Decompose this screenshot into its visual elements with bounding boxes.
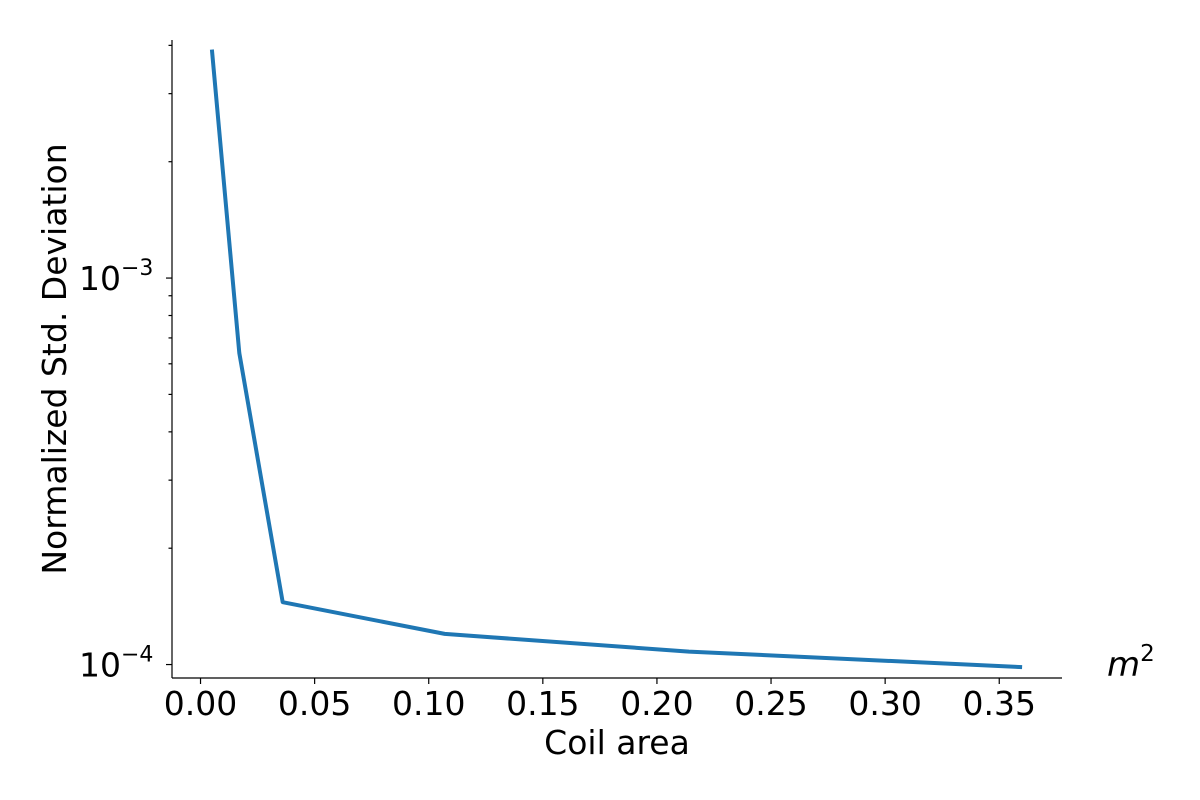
series-group <box>209 49 1023 670</box>
x-tick-label: 0.30 <box>848 684 921 723</box>
y-tick-exponent: −3 <box>121 256 153 281</box>
y-tick-base: 10 <box>79 646 121 685</box>
x-tick-label: 0.35 <box>963 684 1036 723</box>
y-tick-exponent: −4 <box>121 643 153 668</box>
x-unit-label: m2 <box>1107 641 1155 685</box>
y-tick-base: 10 <box>79 259 121 298</box>
y-tick-label: 10−4 <box>79 643 153 685</box>
x-tick-label: 0.00 <box>164 684 237 723</box>
x-unit-base: m <box>1107 645 1140 685</box>
y-axis-title: Normalized Std. Deviation <box>35 143 74 574</box>
y-major-ticks: 10−410−3 <box>79 256 172 685</box>
x-tick-label: 0.25 <box>734 684 807 723</box>
x-unit-exponent: 2 <box>1140 641 1155 667</box>
y-tick-label: 10−3 <box>79 256 153 298</box>
x-axis-title: Coil area <box>544 723 690 762</box>
series-line-0 <box>209 49 1023 670</box>
x-ticks: 0.00 0.05 0.10 0.15 0.20 0.25 0.30 0.35 <box>164 678 1036 723</box>
x-tick-label: 0.20 <box>620 684 693 723</box>
x-tick-label: 0.05 <box>278 684 351 723</box>
x-tick-label: 0.10 <box>392 684 465 723</box>
x-tick-label: 0.15 <box>506 684 579 723</box>
